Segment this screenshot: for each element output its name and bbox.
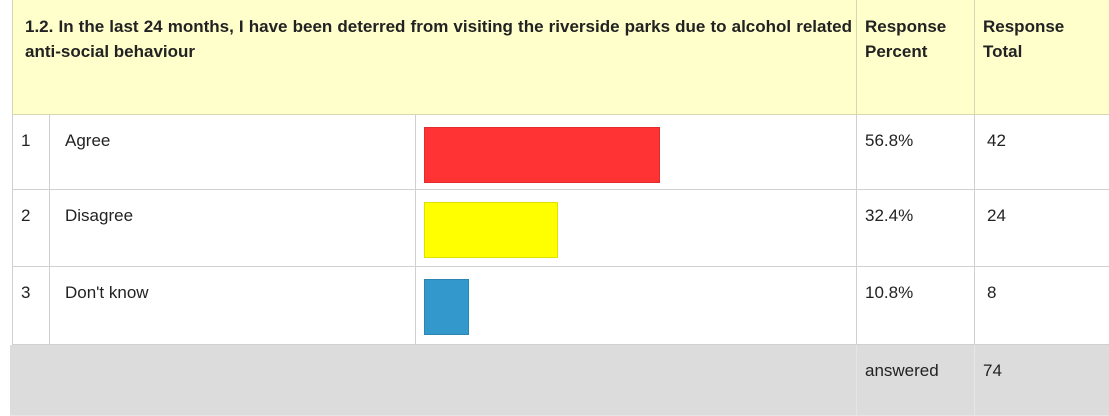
- footer-spacer: [10, 345, 857, 416]
- bar: [424, 127, 660, 183]
- bar: [424, 202, 559, 258]
- question-header: 1.2. In the last 24 months, I have been …: [12, 0, 857, 115]
- row-label: Agree: [50, 115, 416, 190]
- row-percent: 56.8%: [857, 115, 975, 190]
- row-label: Disagree: [50, 190, 416, 267]
- row-index: 3: [12, 267, 50, 345]
- bar-cell: [416, 115, 857, 190]
- total-header: Response Total: [975, 0, 1109, 115]
- row-total: 24: [975, 190, 1109, 267]
- row-label: Don't know: [50, 267, 416, 345]
- bar-cell: [416, 190, 857, 267]
- answered-label: answered: [857, 345, 975, 416]
- row-total: 8: [975, 267, 1109, 345]
- percent-header: Response Percent: [857, 0, 975, 115]
- bar-cell: [416, 267, 857, 345]
- answered-total: 74: [975, 345, 1109, 416]
- row-percent: 32.4%: [857, 190, 975, 267]
- row-percent: 10.8%: [857, 267, 975, 345]
- row-index: 1: [12, 115, 50, 190]
- row-index: 2: [12, 190, 50, 267]
- row-total: 42: [975, 115, 1109, 190]
- bar: [424, 279, 469, 335]
